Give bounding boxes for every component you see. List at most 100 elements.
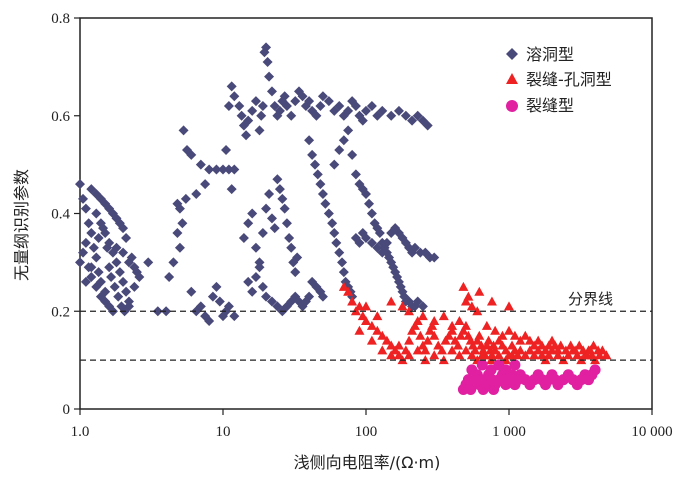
data-point [200,179,211,190]
data-point [454,316,465,326]
data-point [504,301,514,311]
y-tick-label: 0.2 [51,304,70,320]
data-point [250,242,261,253]
data-point [281,100,292,111]
data-point [266,86,277,97]
data-point [207,291,218,302]
data-point [223,164,234,175]
data-point [180,193,191,204]
data-point [223,100,234,111]
data-point [404,350,415,360]
data-point [588,340,599,350]
data-point [254,262,265,273]
data-point [422,120,433,131]
data-point [262,56,273,67]
data-point [78,247,89,258]
data-point [152,306,163,317]
data-point [118,276,129,287]
data-point [377,330,388,340]
data-point [472,306,483,316]
data-point [472,335,483,345]
data-point [420,345,431,355]
data-point [500,364,512,376]
data-point [429,330,440,340]
data-point [279,91,290,102]
data-point [91,252,102,263]
data-point [317,188,328,199]
data-point [578,345,589,355]
data-point [347,296,358,306]
data-point [266,296,277,307]
data-point [334,144,345,155]
data-point [483,335,494,345]
data-point [195,301,206,312]
data-point [178,125,189,136]
data-point [563,350,574,360]
data-point [543,350,554,360]
data-point [364,198,375,209]
data-point [381,237,392,248]
data-point [266,213,277,224]
data-point [366,320,377,330]
data-point [417,311,428,321]
data-point [481,320,492,330]
data-point [361,105,371,116]
data-point [415,330,426,340]
data-point [261,42,272,53]
data-point [440,335,451,345]
data-point [412,296,423,307]
data-point [226,81,237,92]
data-point [536,340,547,350]
data-point [91,208,102,219]
data-point [460,345,471,355]
data-point [458,281,469,291]
data-point [509,359,521,371]
data-point [297,91,308,102]
data-point [377,105,388,116]
data-point [172,228,183,239]
legend-diamond-marker [506,48,518,60]
data-point [504,325,514,335]
data-point [407,325,418,335]
data-point [98,223,109,234]
data-point [250,272,261,283]
data-point [397,301,408,311]
data-point [438,311,449,321]
data-point [474,330,485,340]
data-point [429,316,440,326]
data-point [466,364,478,376]
data-point [417,301,428,312]
data-point [229,164,240,175]
data-point [334,100,345,111]
data-point [407,115,418,126]
data-point [372,325,383,335]
data-point [315,179,326,190]
data-point [241,130,252,141]
data-point [447,345,458,355]
x-tick-label: 1 000 [492,424,526,440]
data-point [552,345,563,355]
data-point [429,350,440,360]
data-point [412,345,423,355]
data-point [121,286,132,297]
data-point [454,350,465,360]
data-point [529,340,540,350]
data-point [466,350,477,360]
data-point [250,96,261,107]
data-point [329,159,340,170]
data-point [323,208,334,219]
data-point [460,320,471,330]
data-point [361,301,371,311]
data-point [317,291,328,302]
data-point [114,267,125,278]
data-point [257,100,268,111]
data-point [507,350,518,360]
data-point [400,110,411,121]
data-point [286,110,297,121]
data-point [453,340,464,350]
data-point [269,223,280,234]
data-point [290,267,301,278]
y-tick-label: 0.6 [51,109,70,125]
data-point [409,242,420,253]
data-point [574,340,585,350]
